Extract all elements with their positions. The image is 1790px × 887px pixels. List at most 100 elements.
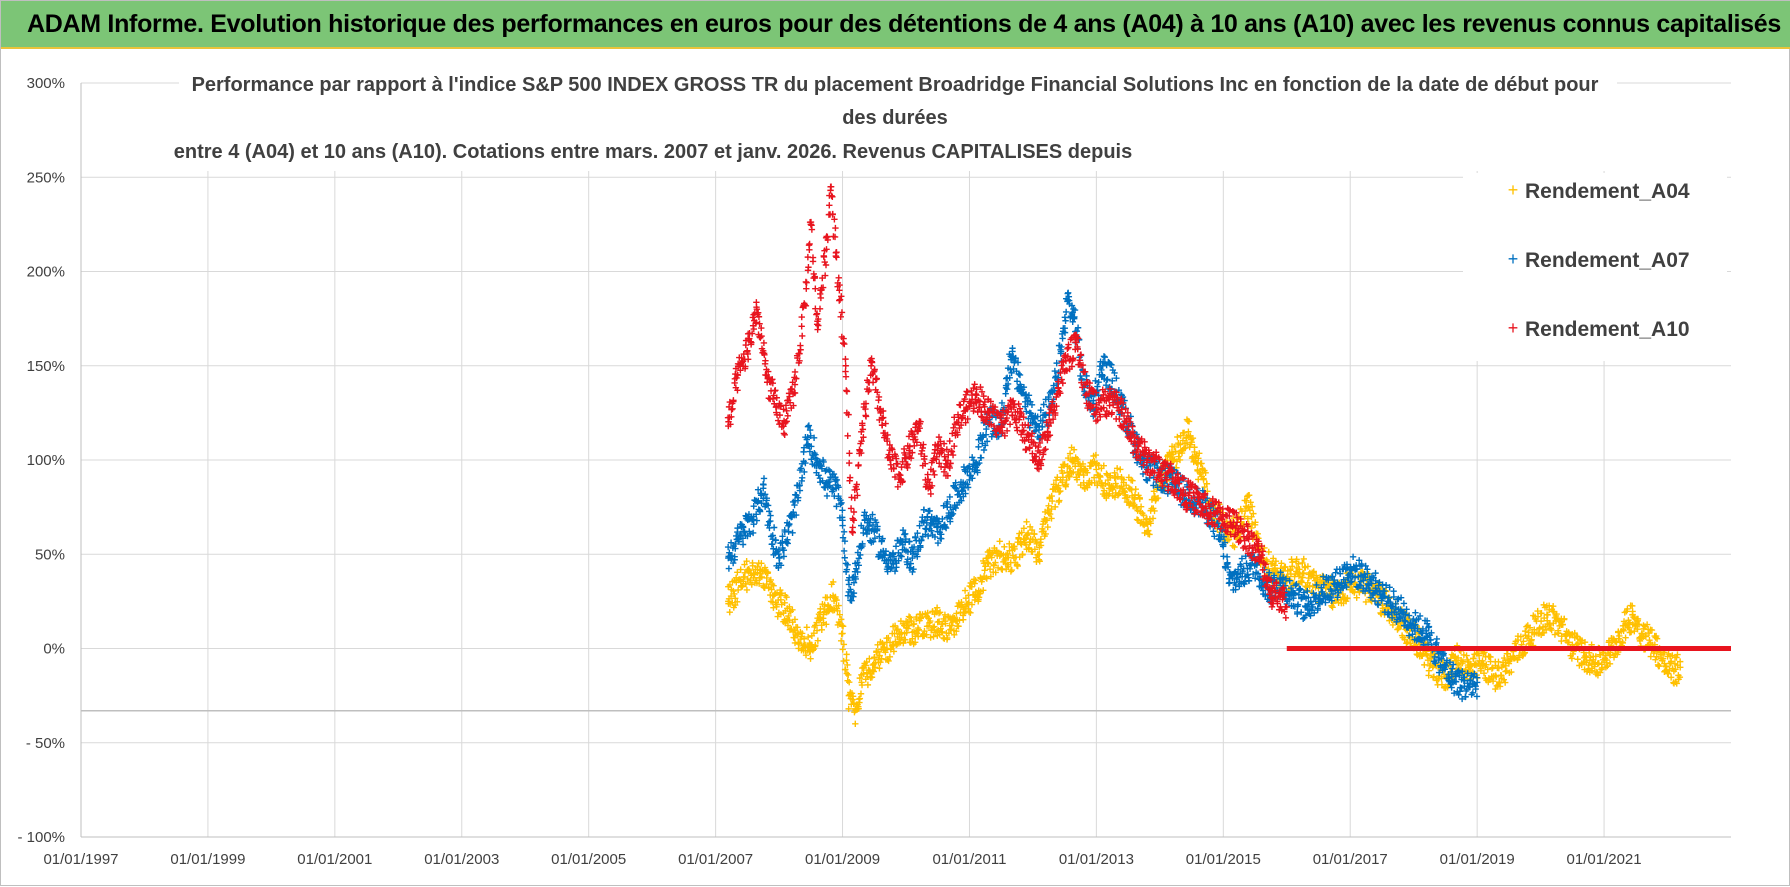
data-point xyxy=(784,412,791,420)
data-point xyxy=(1390,593,1398,601)
data-point xyxy=(734,371,742,379)
data-point xyxy=(1151,458,1158,465)
data-point xyxy=(952,479,959,486)
data-point xyxy=(987,398,994,405)
data-point xyxy=(840,641,848,648)
data-point xyxy=(937,438,944,445)
data-point xyxy=(1318,588,1325,596)
data-point xyxy=(949,430,956,437)
data-point xyxy=(983,425,990,433)
data-point xyxy=(1245,503,1252,511)
data-point xyxy=(1101,388,1109,395)
data-point xyxy=(888,445,895,452)
data-point xyxy=(961,587,969,594)
data-point xyxy=(1461,677,1468,684)
data-point xyxy=(1538,609,1545,617)
data-point xyxy=(1191,444,1198,451)
data-point xyxy=(1066,473,1073,481)
data-point xyxy=(1039,417,1047,424)
x-tick-label: 01/01/2013 xyxy=(1059,851,1134,868)
data-point xyxy=(1100,391,1107,399)
data-point xyxy=(791,627,798,634)
data-point xyxy=(1435,654,1443,662)
data-point xyxy=(784,622,792,629)
data-point xyxy=(808,443,815,450)
data-point xyxy=(784,540,791,547)
data-point xyxy=(724,543,732,551)
data-point xyxy=(725,422,732,430)
data-point xyxy=(1311,609,1318,617)
data-point xyxy=(1014,359,1022,366)
data-point xyxy=(1293,556,1300,563)
data-point xyxy=(1068,363,1076,370)
data-point xyxy=(739,541,747,548)
data-point xyxy=(1390,588,1397,595)
data-point xyxy=(1348,578,1355,585)
data-point xyxy=(1432,660,1439,667)
data-point xyxy=(874,648,882,655)
data-point xyxy=(1356,582,1364,590)
data-point xyxy=(1074,324,1082,331)
data-point xyxy=(946,493,954,501)
data-point xyxy=(1244,528,1252,535)
data-point xyxy=(882,649,889,656)
data-point xyxy=(1120,487,1128,495)
data-point xyxy=(825,466,833,474)
data-point xyxy=(1010,404,1018,411)
data-point xyxy=(1016,371,1024,379)
x-tick-label: 01/01/2009 xyxy=(805,851,880,868)
data-point xyxy=(1059,474,1067,481)
data-point xyxy=(1239,569,1246,577)
data-point xyxy=(1092,377,1099,384)
data-point xyxy=(1107,472,1114,479)
data-point xyxy=(807,221,815,228)
data-point xyxy=(1262,561,1269,568)
data-point xyxy=(782,419,789,426)
data-point xyxy=(747,530,754,538)
data-point xyxy=(957,421,965,429)
data-point xyxy=(1232,581,1239,589)
data-point xyxy=(1412,609,1419,616)
data-point xyxy=(813,310,821,317)
data-point xyxy=(1647,653,1655,660)
data-point xyxy=(1279,585,1286,593)
data-point xyxy=(780,430,788,437)
data-point xyxy=(1548,626,1555,634)
data-point xyxy=(1351,574,1359,581)
data-point xyxy=(958,497,965,504)
data-point xyxy=(1018,410,1025,418)
data-point xyxy=(1188,439,1195,446)
data-point xyxy=(738,359,746,366)
data-point xyxy=(1051,367,1059,375)
data-point xyxy=(1032,420,1039,427)
data-point xyxy=(1100,462,1107,469)
data-point xyxy=(767,517,774,525)
data-point xyxy=(848,528,856,535)
data-point xyxy=(1670,667,1678,675)
x-tick-label: 01/01/1997 xyxy=(43,851,118,868)
legend-label-a10: Rendement_A10 xyxy=(1525,318,1690,341)
x-tick-label: 01/01/2021 xyxy=(1567,851,1642,868)
data-point xyxy=(854,568,861,576)
data-point xyxy=(805,422,813,429)
data-point xyxy=(732,601,739,609)
data-point xyxy=(813,456,821,464)
data-point xyxy=(1406,640,1414,647)
data-point xyxy=(764,570,771,577)
data-point xyxy=(1105,485,1113,492)
data-point xyxy=(1082,391,1089,399)
data-point xyxy=(1226,512,1233,520)
y-tick-label: 200% xyxy=(27,264,65,281)
data-point xyxy=(836,297,843,304)
data-point xyxy=(1106,390,1114,397)
data-point xyxy=(760,339,768,347)
data-point xyxy=(1358,560,1365,568)
data-point xyxy=(769,592,776,599)
data-point xyxy=(791,368,799,376)
data-point xyxy=(1023,446,1030,453)
data-point xyxy=(1097,473,1104,481)
data-point xyxy=(976,459,983,467)
data-point xyxy=(1028,430,1036,437)
data-point xyxy=(822,261,830,269)
data-point xyxy=(1294,610,1301,618)
